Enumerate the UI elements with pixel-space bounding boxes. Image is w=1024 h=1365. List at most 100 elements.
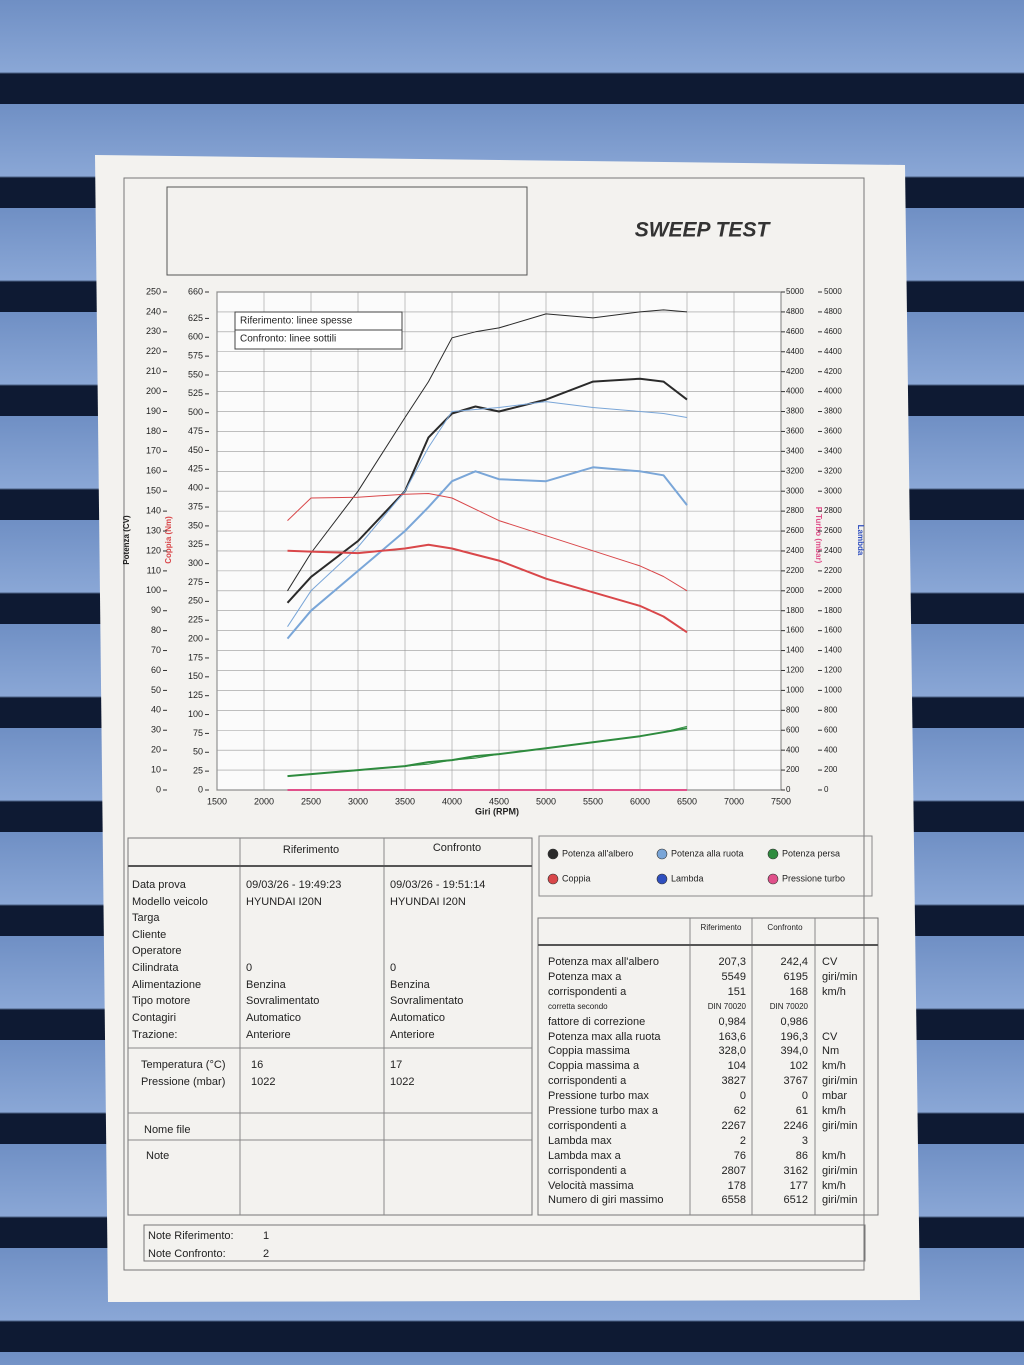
row-value: 3767 — [783, 1075, 808, 1088]
row-label: Contagiri — [132, 1012, 177, 1024]
row-unit: giri/min — [822, 1194, 858, 1207]
comparison-note: Confronto: linee sottili — [240, 334, 336, 345]
y4-tick-label: 1800 — [824, 606, 842, 615]
row-unit: CV — [822, 956, 838, 968]
row-label: Note — [146, 1150, 170, 1162]
info-box — [127, 837, 533, 1216]
row-value: 2807 — [721, 1164, 746, 1177]
legend-label: Coppia — [562, 873, 591, 883]
row-value: 1022 — [251, 1076, 276, 1088]
y2-tick-label: 325 — [188, 539, 203, 549]
row-unit: km/h — [822, 1179, 846, 1192]
row-value: 328,0 — [718, 1045, 746, 1058]
row-label: Tipo motore — [132, 995, 191, 1007]
reference-line — [286, 466, 688, 640]
y2-tick-label: 575 — [188, 351, 203, 361]
y3-tick-label: 1000 — [786, 686, 804, 695]
y3-tick-label: 1600 — [786, 626, 804, 635]
y4-tick-label: 3600 — [824, 427, 842, 436]
legend-marker — [547, 848, 559, 860]
row-value: 09/03/26 - 19:51:14 — [390, 879, 486, 891]
y2-tick-label: 300 — [188, 558, 203, 568]
y-tick-label: 140 — [146, 505, 161, 515]
row-unit: km/h — [822, 985, 846, 998]
row-value: 104 — [727, 1060, 746, 1073]
y3-tick-label: 4600 — [786, 327, 804, 336]
x-axis-title: Giri (RPM) — [475, 806, 519, 816]
y4-axis-title: Lambda — [856, 525, 865, 556]
y4-tick-label: 5000 — [824, 287, 842, 296]
y4-tick-label: 2200 — [824, 566, 842, 575]
y3-tick-label: 3600 — [786, 427, 804, 436]
y-tick-label: 200 — [146, 386, 161, 396]
y4-tick-label: 2400 — [824, 546, 842, 555]
row-value: Anteriore — [246, 1029, 291, 1041]
legend-marker — [767, 848, 779, 860]
y2-tick-label: 200 — [188, 633, 203, 643]
y2-tick-label: 525 — [188, 388, 203, 398]
y-tick-label: 70 — [151, 645, 161, 655]
row-value: 0 — [739, 1090, 746, 1103]
row-unit: km/h — [822, 1105, 846, 1117]
y3-tick-label: 2800 — [786, 506, 804, 515]
column-header: Confronto — [432, 842, 482, 854]
y3-tick-label: 0 — [786, 785, 791, 794]
row-label: Cliente — [132, 929, 167, 941]
reference-line — [286, 377, 688, 604]
y3-tick-label: 1200 — [786, 666, 804, 675]
row-label: Numero di giri massimo — [548, 1194, 664, 1207]
row-value: Anteriore — [390, 1029, 435, 1041]
y4-tick-label: 4600 — [824, 327, 842, 336]
row-value: 0,986 — [780, 1015, 808, 1028]
legend-label: Potenza persa — [782, 848, 840, 858]
y2-tick-label: 100 — [188, 709, 203, 719]
row-value: 151 — [727, 985, 746, 998]
y2-axis-title: Coppia (Nm) — [164, 516, 173, 564]
y4-tick-label: 4000 — [824, 387, 842, 396]
y2-tick-label: 660 — [188, 286, 203, 296]
x-tick-label: 2500 — [301, 796, 321, 806]
row-value: HYUNDAI I20N — [246, 896, 322, 908]
y2-tick-label: 450 — [188, 445, 203, 455]
y4-tick-label: 4200 — [824, 367, 842, 376]
row-value: 3162 — [783, 1164, 808, 1177]
row-value: 5549 — [721, 970, 746, 983]
y-tick-label: 100 — [146, 585, 161, 595]
column-header: Riferimento — [700, 923, 742, 932]
y-tick-label: 150 — [146, 486, 161, 496]
y-tick-label: 110 — [147, 565, 161, 575]
row-value: 09/03/26 - 19:49:23 — [246, 879, 342, 891]
y2-tick-label: 550 — [188, 369, 203, 379]
legend-box — [538, 835, 873, 897]
y-axis-title: Potenza (CV) — [122, 515, 131, 565]
row-value: 6512 — [783, 1194, 808, 1207]
row-label: corrispondenti a — [548, 1164, 627, 1177]
y4-tick-label: 3800 — [824, 407, 842, 416]
y-tick-label: 30 — [151, 725, 161, 735]
row-value: 3 — [801, 1134, 808, 1147]
y3-tick-label: 3400 — [786, 446, 804, 455]
y3-tick-label: 3800 — [786, 407, 804, 416]
y-tick-label: 10 — [151, 764, 161, 774]
y-tick-label: 180 — [146, 426, 161, 436]
x-tick-label: 4000 — [442, 796, 462, 806]
y-tick-label: 0 — [156, 784, 161, 794]
y-tick-label: 60 — [151, 665, 161, 675]
x-tick-label: 3000 — [348, 796, 368, 806]
y-tick-label: 90 — [151, 605, 161, 615]
row-label: Temperatura (°C) — [141, 1059, 226, 1071]
row-label: corretta secondo — [548, 1001, 608, 1011]
y2-tick-label: 425 — [188, 464, 203, 474]
row-unit: CV — [822, 1030, 838, 1043]
y-tick-label: 80 — [151, 625, 161, 635]
y4-tick-label: 1000 — [824, 686, 842, 695]
column-header: Confronto — [767, 923, 803, 932]
page-border — [123, 177, 865, 1271]
row-label: fattore di correzione — [548, 1015, 646, 1028]
y3-tick-label: 1400 — [786, 646, 804, 655]
note-value: 2 — [263, 1248, 270, 1260]
y2-tick-label: 275 — [188, 577, 203, 587]
row-value: 6558 — [721, 1194, 746, 1207]
